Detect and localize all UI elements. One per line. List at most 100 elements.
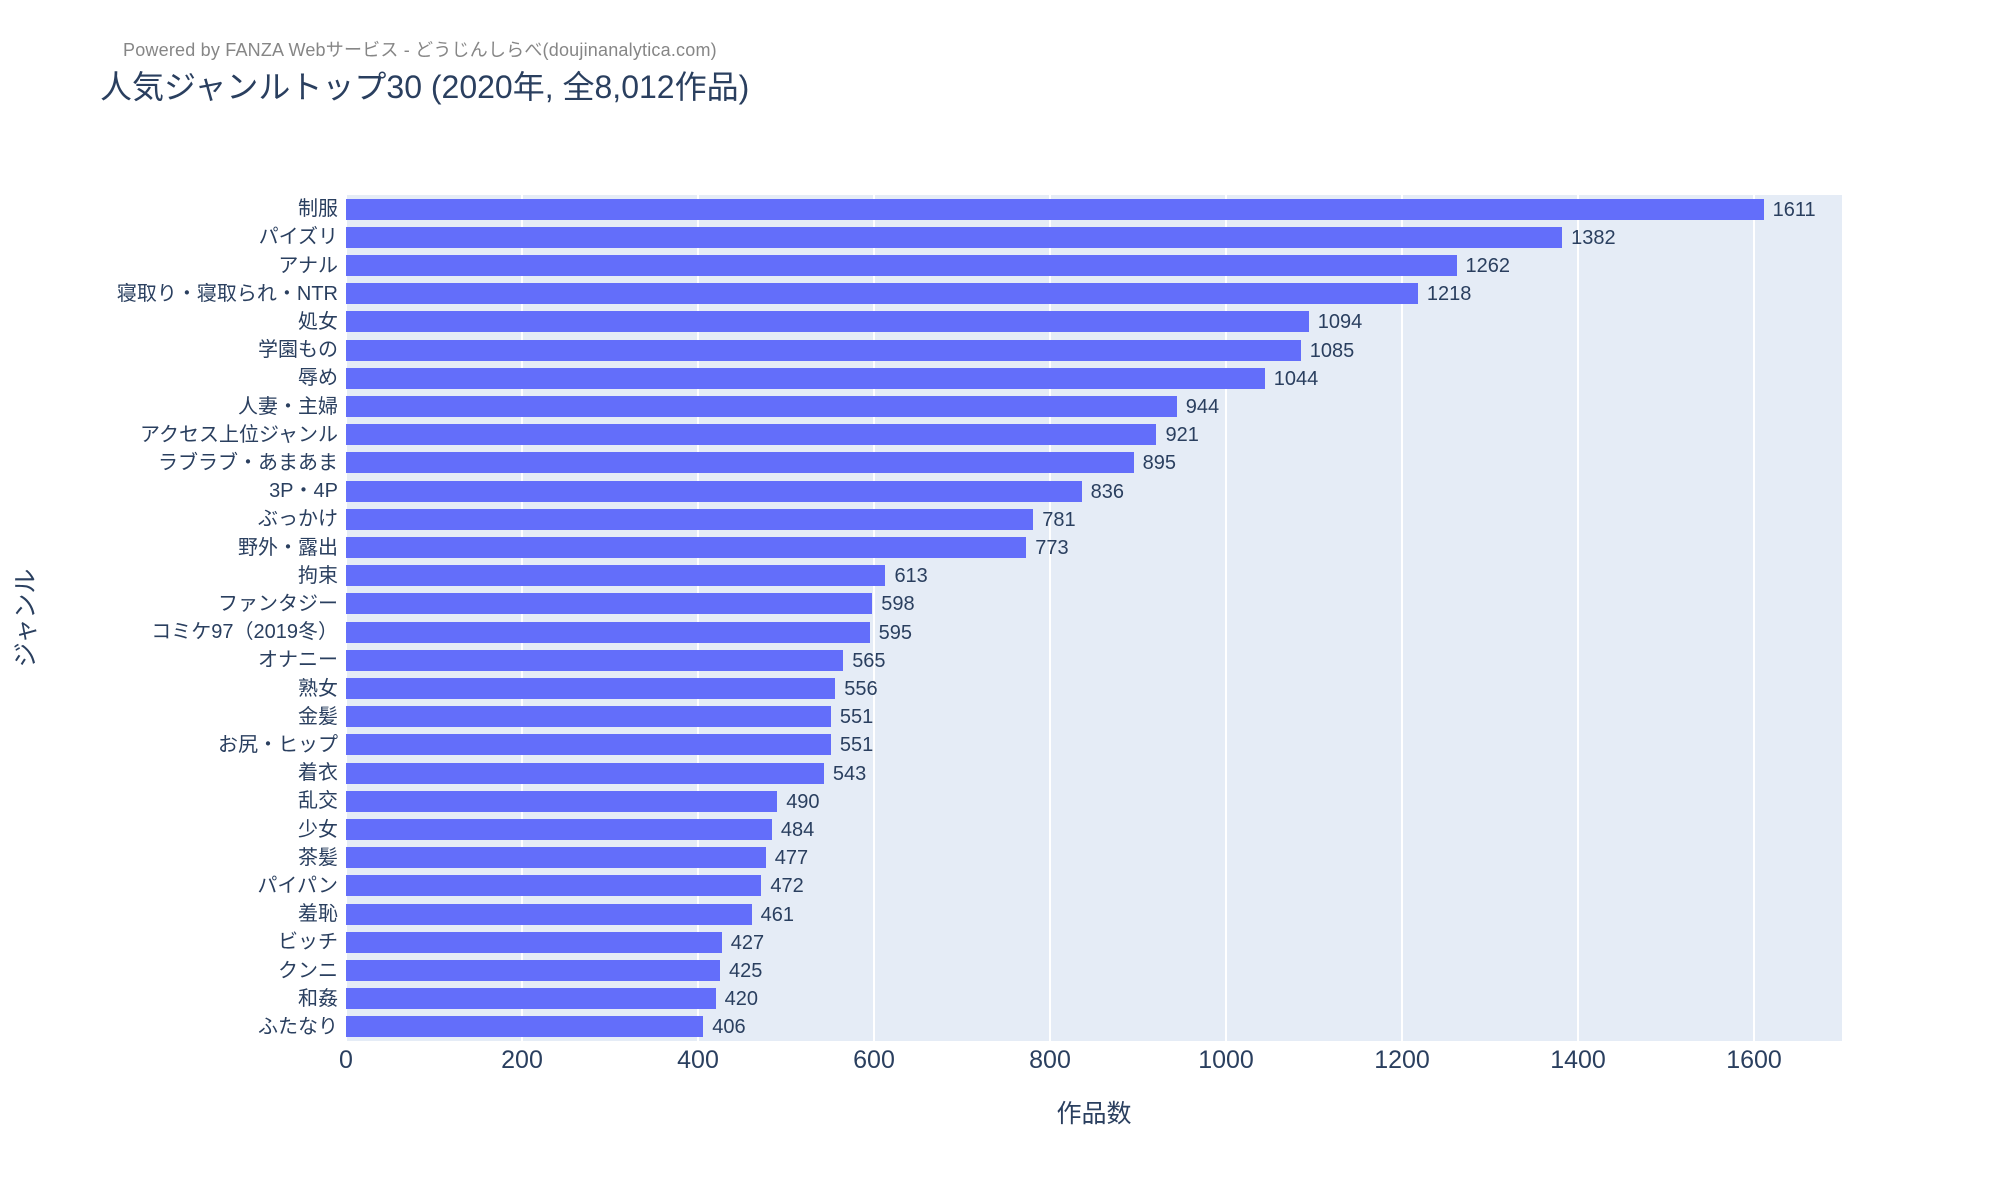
bar[interactable]	[346, 706, 831, 728]
bar[interactable]	[346, 452, 1134, 474]
plot-area[interactable]: 1611 1382 1262 1218 1094 1085 1044 944 921 895 836…	[345, 195, 1842, 1041]
x-tick-label: 1000	[1198, 1046, 1254, 1074]
x-tick-label: 1600	[1726, 1046, 1782, 1074]
gridline	[873, 195, 875, 1041]
bar[interactable]	[346, 678, 836, 699]
x-axis-tick-labels: 0 200 400 600 800 1000 1200 1400 1600	[0, 1046, 2000, 1076]
bar[interactable]	[346, 960, 720, 981]
bar-value-label: 406	[712, 1016, 746, 1039]
bar-value-label: 556	[844, 678, 878, 700]
category-label: 茶髪	[298, 846, 338, 869]
category-label: アクセス上位ジャンル	[140, 423, 338, 446]
bar-value-label: 773	[1035, 537, 1069, 559]
category-label: ラブラブ・あまあま	[158, 451, 338, 474]
bar[interactable]	[346, 396, 1177, 417]
bar-value-label: 595	[878, 621, 912, 644]
bar[interactable]	[346, 1016, 704, 1038]
x-tick-label: 1400	[1550, 1046, 1606, 1074]
bar-value-label: 477	[774, 847, 809, 870]
category-label: パイズリ	[258, 226, 338, 249]
bar[interactable]	[346, 311, 1309, 333]
gridline	[345, 195, 347, 1041]
bar-value-label: 944	[1185, 396, 1220, 418]
bar[interactable]	[346, 875, 762, 897]
bar-value-label: 1262	[1465, 255, 1511, 277]
category-label: パイパン	[257, 874, 338, 897]
category-label: 寝取り・寝取られ・NTR	[116, 282, 338, 305]
bar[interactable]	[346, 339, 1301, 361]
bar-value-label: 598	[881, 593, 915, 616]
bar[interactable]	[346, 226, 1563, 248]
bar[interactable]	[346, 903, 752, 925]
category-label: ビッチ	[278, 931, 338, 954]
x-tick-label: 400	[677, 1046, 719, 1074]
x-tick-label: 200	[501, 1046, 543, 1074]
category-label: コミケ97（2019冬）	[151, 621, 338, 644]
bar[interactable]	[346, 847, 766, 869]
category-label: 少女	[298, 818, 338, 841]
bar[interactable]	[346, 649, 844, 671]
bar[interactable]	[346, 931, 722, 953]
bar-value-label: 1218	[1426, 283, 1472, 306]
bar[interactable]	[346, 621, 870, 643]
bar[interactable]	[346, 255, 1457, 276]
bar-value-label: 921	[1165, 424, 1199, 447]
gridline	[521, 195, 523, 1041]
bar[interactable]	[346, 198, 1764, 220]
x-tick-label: 1200	[1374, 1046, 1430, 1074]
gridline	[1401, 195, 1403, 1041]
bar-value-label: 836	[1090, 480, 1125, 503]
bar-value-label: 1044	[1273, 367, 1319, 390]
category-label: クンニ	[278, 959, 338, 982]
bar[interactable]	[346, 480, 1082, 502]
bar[interactable]	[346, 762, 824, 784]
category-label: オナニー	[258, 649, 338, 672]
category-label: ファンタジー	[218, 592, 338, 615]
bar-value-label: 425	[729, 960, 763, 982]
bar-value-label: 1611	[1772, 198, 1816, 221]
category-label: 熟女	[298, 677, 338, 700]
bar[interactable]	[346, 367, 1265, 389]
bar[interactable]	[346, 790, 778, 812]
category-label: アナル	[278, 254, 338, 277]
gridline	[1577, 195, 1579, 1041]
bar-value-label: 551	[839, 706, 874, 729]
bar-value-label: 1094	[1317, 311, 1363, 334]
bar[interactable]	[346, 424, 1157, 446]
bar[interactable]	[346, 819, 772, 840]
bar[interactable]	[346, 988, 716, 1010]
bar[interactable]	[346, 565, 886, 587]
bar-value-label: 461	[760, 903, 795, 926]
category-label: 人妻・主婦	[238, 395, 338, 418]
chart-title: 人気ジャンルトップ30 (2020年, 全8,012作品)	[100, 69, 750, 105]
category-label: 金髪	[298, 705, 338, 728]
bar-value-label: 781	[1042, 508, 1076, 531]
gridline	[697, 195, 699, 1041]
bar[interactable]	[346, 537, 1027, 558]
bar-value-label: 484	[780, 819, 815, 841]
x-axis-title: 作品数	[1056, 1100, 1132, 1128]
bar[interactable]	[346, 508, 1034, 530]
category-label: お尻・ヒップ	[218, 733, 338, 756]
y-axis-category-labels: 制服 パイズリ アナル 寝取り・寝取られ・NTR 処女 学園もの 辱め 人妻・主婦 アクセス上位…	[0, 195, 338, 1041]
bar-value-label: 1085	[1309, 339, 1355, 362]
bar-value-label: 895	[1142, 452, 1176, 475]
category-label: ぶっかけ	[258, 508, 338, 531]
bar[interactable]	[346, 734, 831, 756]
bar[interactable]	[346, 283, 1418, 305]
bar-value-label: 551	[839, 734, 874, 757]
category-label: 野外・露出	[238, 536, 338, 559]
category-label: 羞恥	[298, 903, 338, 926]
bar-value-label: 427	[730, 931, 765, 954]
bar[interactable]	[346, 593, 873, 615]
bar-value-label: 490	[786, 790, 820, 813]
bar-value-label: 613	[894, 565, 928, 588]
powered-by-note: Powered by FANZA Webサービス - どうじんしらべ(douji…	[123, 40, 717, 60]
x-tick-label: 0	[339, 1046, 353, 1074]
category-label: 制服	[298, 198, 338, 221]
x-tick-label: 800	[1029, 1046, 1071, 1074]
bar-value-label: 565	[852, 649, 886, 672]
gridline	[1225, 195, 1227, 1041]
category-label: 乱交	[298, 790, 338, 813]
